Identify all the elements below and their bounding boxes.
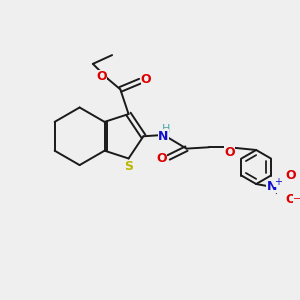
Text: N: N <box>158 130 169 142</box>
Text: N: N <box>267 180 277 193</box>
Text: O: O <box>157 152 167 165</box>
Text: H: H <box>162 124 170 134</box>
Text: O: O <box>224 146 235 159</box>
Text: O: O <box>141 73 152 86</box>
Text: −: − <box>293 194 300 204</box>
Text: O: O <box>285 194 296 206</box>
Text: O: O <box>286 169 296 182</box>
Text: +: + <box>274 177 282 187</box>
Text: O: O <box>97 70 107 83</box>
Text: S: S <box>124 160 133 173</box>
